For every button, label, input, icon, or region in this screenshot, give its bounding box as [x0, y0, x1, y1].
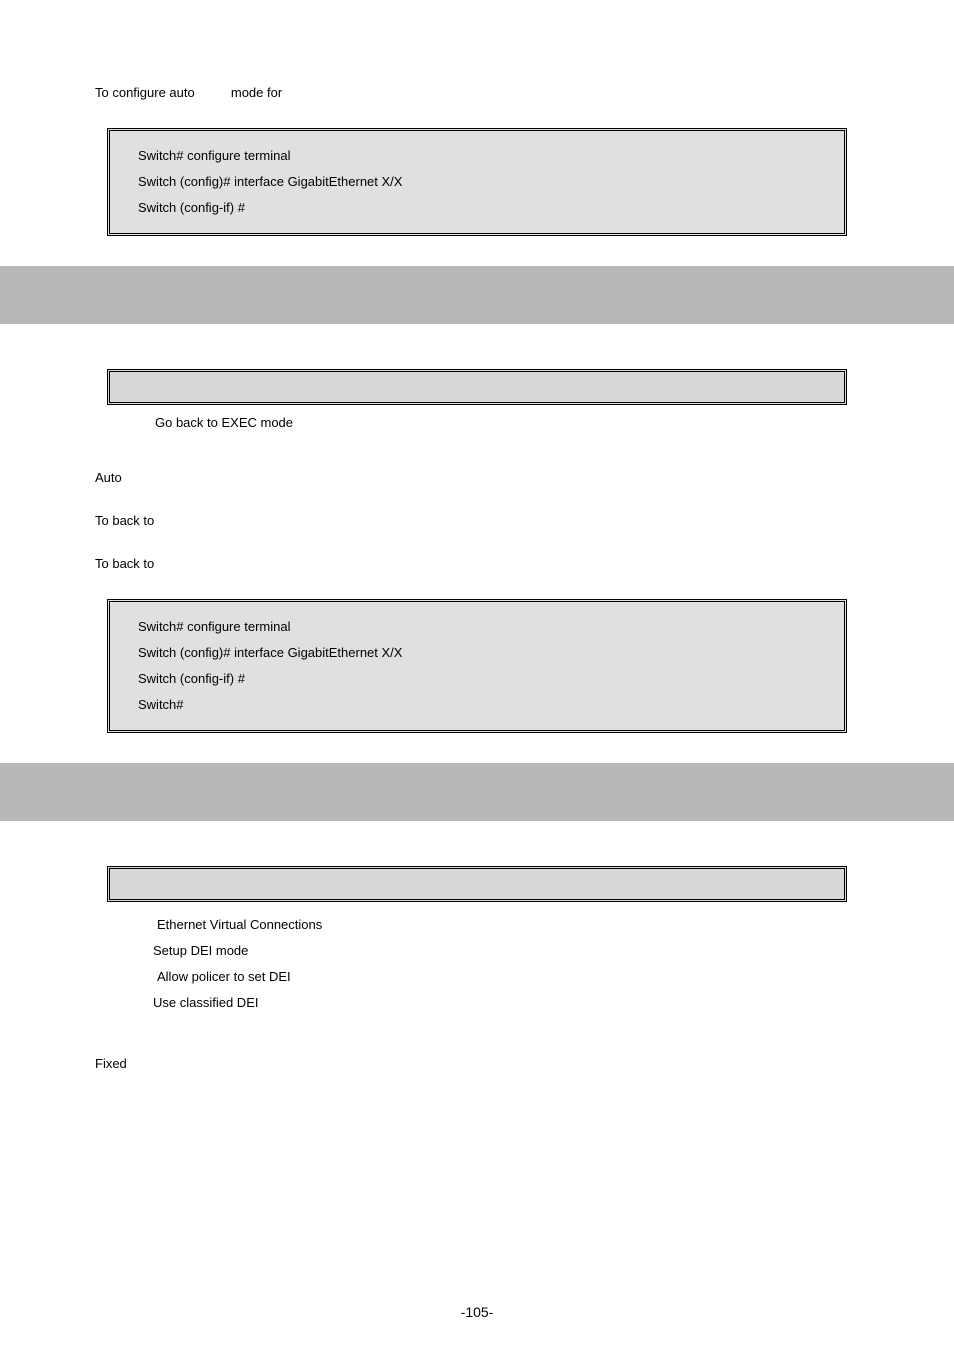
code-line: Switch# configure terminal: [138, 614, 816, 640]
back-to-2: To back to: [95, 556, 859, 571]
desc-classified-dei: Use classified DEI: [153, 990, 859, 1016]
section-header-1: [0, 266, 954, 324]
auto-label: Auto: [95, 470, 859, 485]
syntax-box-2: [107, 866, 847, 902]
code-line: Switch# configure terminal: [138, 143, 816, 169]
desc-evc: Ethernet Virtual Connections: [157, 912, 859, 938]
code-line: Switch (config-if) #: [138, 195, 816, 221]
intro-text: To configure auto mode for: [95, 85, 859, 100]
section-header-2: [0, 763, 954, 821]
back-to-1: To back to: [95, 513, 859, 528]
page-number: -105-: [0, 1304, 954, 1320]
syntax-box-1: [107, 369, 847, 405]
code-line: Switch (config)# interface GigabitEthern…: [138, 640, 816, 666]
code-line: Switch (config)# interface GigabitEthern…: [138, 169, 816, 195]
fixed-label: Fixed: [95, 1056, 859, 1071]
desc-dei-mode: Setup DEI mode: [153, 938, 859, 964]
intro-text-2: mode for: [231, 85, 282, 100]
code-box-2: Switch# configure terminal Switch (confi…: [107, 599, 847, 733]
intro-text-1: To configure auto: [95, 85, 195, 100]
desc-exec-mode: Go back to EXEC mode: [155, 415, 859, 430]
code-box-1: Switch# configure terminal Switch (confi…: [107, 128, 847, 236]
code-line: Switch (config-if) #: [138, 666, 816, 692]
code-line: Switch#: [138, 692, 816, 718]
desc-policer-dei: Allow policer to set DEI: [157, 964, 859, 990]
desc-block-2: Ethernet Virtual Connections Setup DEI m…: [95, 912, 859, 1016]
